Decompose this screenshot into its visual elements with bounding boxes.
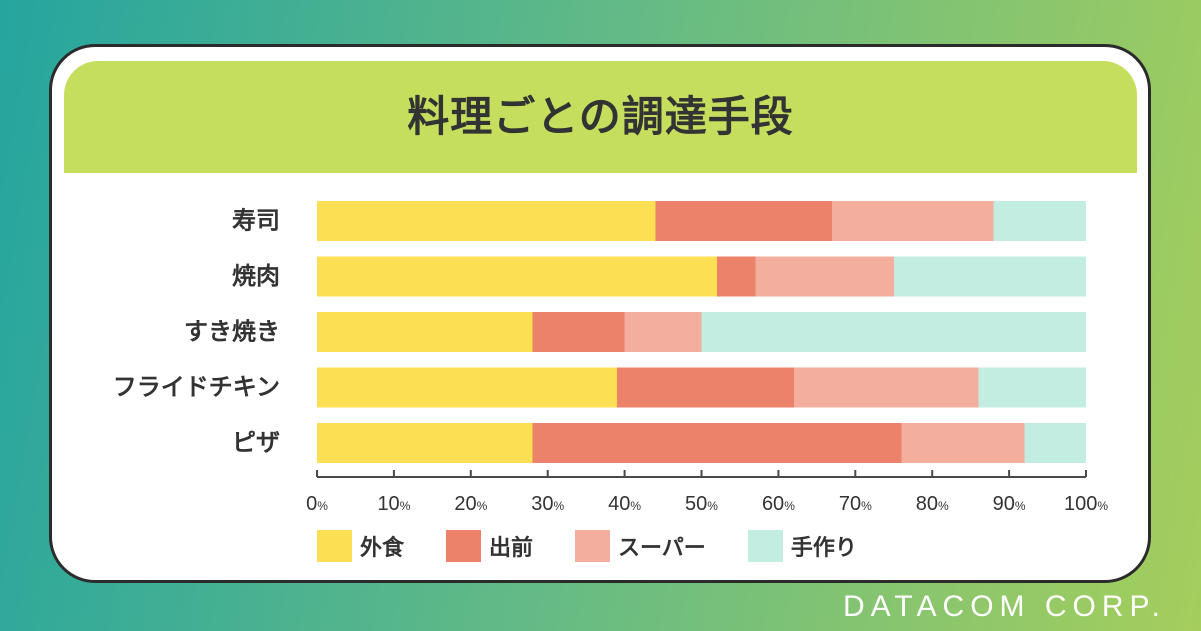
legend-item: 手作り [747,530,857,562]
bar-segment [317,201,656,241]
bar-segment [832,201,994,241]
legend-label: 手作り [790,535,857,560]
bar-segment [793,367,979,408]
legend-item: 出前 [446,530,533,562]
bar-segment [1024,423,1086,463]
x-tick-value: 60 [762,493,784,515]
brand-footer: DATACOM CORP. [842,590,1166,623]
legend-swatch [747,530,783,562]
bar-segment [532,423,902,463]
x-tick-unit: % [938,499,949,513]
x-tick-unit: % [553,499,564,513]
bar-segment [317,312,533,352]
x-tick-label: 60% [762,493,795,515]
legend-item: スーパー [575,530,706,562]
x-tick-value: 50 [685,493,707,515]
x-tick-value: 70 [839,493,861,515]
x-tick-value: 90 [993,493,1015,515]
x-tick-label: 0% [306,493,328,515]
bar-segment [755,256,894,297]
x-tick-label: 90% [993,493,1026,515]
x-tick-value: 10 [377,493,399,515]
chart-title: 料理ごとの調達手段 [407,93,794,140]
x-tick-unit: % [1097,499,1108,513]
x-tick-value: 40 [608,493,630,515]
legend-label: 出前 [489,535,534,560]
x-axis: 0% 10% 20% 30% 40% 50% 60% 70% 80% 90% 100% [306,470,1108,515]
legend-label: 外食 [360,535,405,560]
x-tick-unit: % [1015,499,1026,513]
x-tick-unit: % [477,499,488,513]
legend-swatch [446,530,482,562]
x-tick-value: 30 [531,493,553,515]
x-tick-unit: % [317,499,328,513]
x-tick-label: 30% [531,493,564,515]
x-tick-value: 20 [454,493,476,515]
x-tick-unit: % [707,499,718,513]
x-tick-label: 100% [1064,493,1108,515]
bar-segment [655,201,833,241]
bar-segment [901,423,1025,463]
x-tick-label: 10% [377,493,410,515]
x-tick-unit: % [784,499,795,513]
x-tick-unit: % [861,499,872,513]
category-label: フライドチキン [113,374,280,401]
legend-label: スーパー [618,535,706,560]
bar-segment [616,367,794,408]
bar-segment [317,256,717,297]
bar-segment [317,367,617,408]
x-tick-value: 0 [306,493,317,515]
bar-segment [993,201,1086,241]
title-banner [64,61,1137,173]
legend-item: 外食 [317,530,404,562]
x-tick-label: 40% [608,493,641,515]
x-tick-value: 100 [1064,493,1097,515]
x-tick-unit: % [630,499,641,513]
bar-segment [532,312,625,352]
x-tick-label: 70% [839,493,872,515]
legend: 外食 出前 スーパー 手作り [317,529,899,563]
bars [317,201,1086,463]
legend-swatch [317,530,352,562]
category-label: 寿司 [232,207,280,235]
x-tick-unit: % [400,499,411,513]
category-label: ピザ [232,430,280,457]
bar-segment [317,423,533,463]
bar-segment [893,256,1086,297]
x-tick-label: 20% [454,493,487,515]
x-tick-value: 80 [916,493,938,515]
bar-segment [716,256,756,297]
legend-swatch [575,530,611,562]
bar-segment [701,312,1086,352]
x-tick-label: 80% [916,493,949,515]
category-label: 焼肉 [232,263,280,290]
x-tick-label: 50% [685,493,718,515]
category-label: すき焼き [184,319,280,346]
bar-segment [624,312,702,352]
bar-segment [978,367,1086,408]
